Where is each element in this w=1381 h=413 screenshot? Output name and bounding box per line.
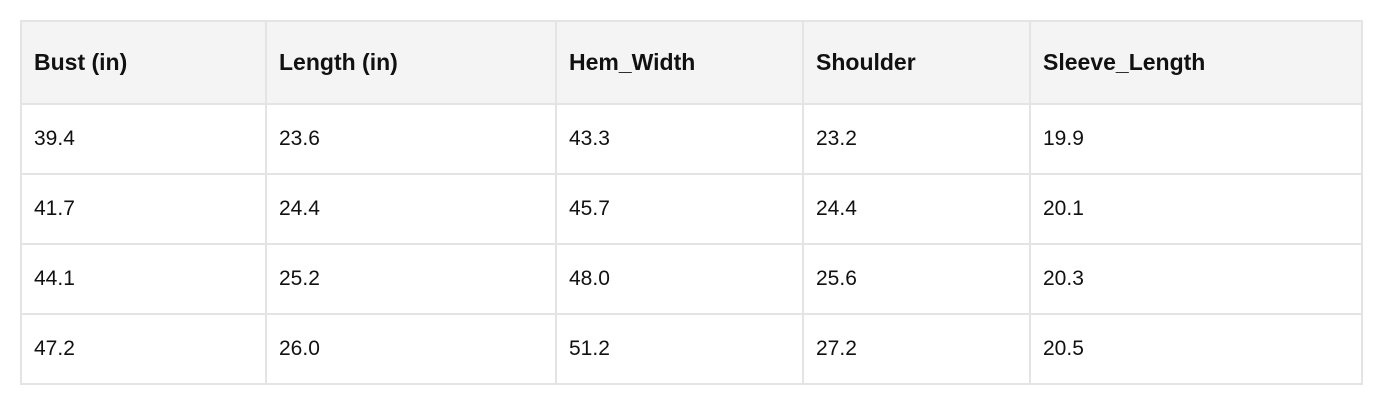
header-cell: Length (in) [265, 20, 557, 105]
table-body: 39.4 23.6 43.3 23.2 19.9 41.7 24.4 45.7 24.4 20.1… [20, 103, 1363, 385]
table-cell: 25.2 [265, 243, 557, 315]
data-table: Bust (in) Length (in) Hem_Width Shoulder Sle… [20, 20, 1363, 385]
table-cell: 39.4 [20, 103, 267, 175]
table-cell: 23.6 [265, 103, 557, 175]
table-row: 41.7 24.4 45.7 24.4 20.1 [20, 173, 1363, 245]
table-cell: 47.2 [20, 313, 267, 385]
table-cell: 23.2 [802, 103, 1031, 175]
table-cell: 19.9 [1029, 103, 1363, 175]
table-cell: 20.3 [1029, 243, 1363, 315]
table-cell: 43.3 [555, 103, 804, 175]
table-cell: 45.7 [555, 173, 804, 245]
table-row: 39.4 23.6 43.3 23.2 19.9 [20, 103, 1363, 175]
table-cell: 26.0 [265, 313, 557, 385]
table-cell: 27.2 [802, 313, 1031, 385]
table-cell: 44.1 [20, 243, 267, 315]
header-cell: Hem_Width [555, 20, 804, 105]
header-cell: Bust (in) [20, 20, 267, 105]
table-head: Bust (in) Length (in) Hem_Width Shoulder Sle… [20, 20, 1363, 105]
table-cell: 51.2 [555, 313, 804, 385]
table-cell: 48.0 [555, 243, 804, 315]
table-cell: 24.4 [802, 173, 1031, 245]
header-cell: Sleeve_Length [1029, 20, 1363, 105]
table-cell: 24.4 [265, 173, 557, 245]
header-cell: Shoulder [802, 20, 1031, 105]
table-row: 47.2 26.0 51.2 27.2 20.5 [20, 313, 1363, 385]
table-cell: 41.7 [20, 173, 267, 245]
table-cell: 25.6 [802, 243, 1031, 315]
table-cell: 20.1 [1029, 173, 1363, 245]
table-cell: 20.5 [1029, 313, 1363, 385]
table-row: 44.1 25.2 48.0 25.6 20.3 [20, 243, 1363, 315]
header-row: Bust (in) Length (in) Hem_Width Shoulder Sle… [20, 20, 1363, 105]
